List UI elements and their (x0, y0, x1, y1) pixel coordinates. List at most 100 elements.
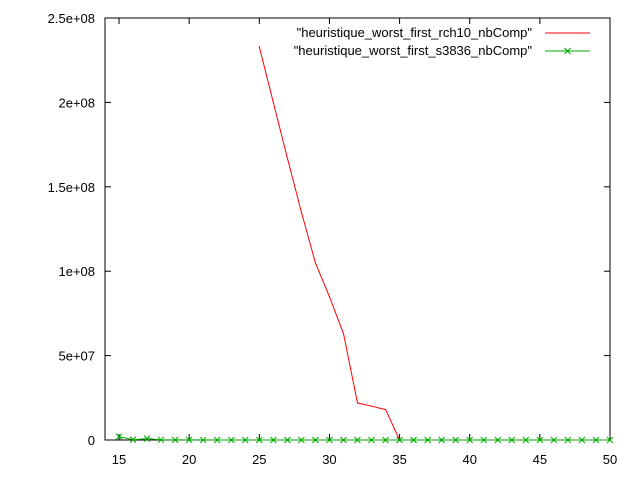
x-tick-label: 50 (603, 452, 617, 467)
point-mark (185, 436, 193, 444)
point-mark (326, 436, 333, 444)
series-line-2 (118, 436, 610, 441)
point-mark (241, 436, 249, 444)
data-point (480, 436, 488, 444)
point-mark (171, 436, 179, 444)
data-point (356, 402, 359, 404)
point-mark (269, 436, 277, 444)
data-point (368, 436, 375, 444)
point-mark (284, 436, 291, 444)
x-tick-label: 40 (462, 452, 476, 467)
data-point (300, 211, 302, 213)
data-point (340, 436, 347, 444)
point-mark (298, 436, 305, 444)
data-point (550, 436, 558, 444)
point-mark (157, 436, 165, 444)
point-mark (382, 436, 389, 444)
point-mark (410, 436, 417, 444)
data-point (410, 436, 417, 444)
point-mark (213, 436, 221, 444)
point-mark (536, 436, 544, 444)
point-mark (424, 436, 431, 444)
data-point (592, 436, 600, 444)
axis-ticks: 0 5e+07 1e+08 1.5e+08 2e+08 2.5e+08 15 20 25 30 35… (48, 11, 618, 467)
data-point (241, 436, 249, 444)
point-mark (354, 436, 361, 444)
point-mark (227, 436, 235, 444)
legend-marker (564, 47, 571, 55)
data-point (284, 436, 291, 444)
point-mark (396, 436, 403, 444)
x-tick-label: 45 (533, 452, 547, 467)
data-point (494, 436, 502, 444)
x-tick-label: 20 (182, 452, 196, 467)
x-tick-label: 30 (322, 452, 336, 467)
data-point (171, 436, 179, 444)
point-mark (452, 436, 460, 444)
data-point (354, 436, 361, 444)
data-point (312, 436, 319, 444)
legend-label-2: "heuristique_worst_first_s3836_nbComp" (294, 43, 533, 58)
point-mark (564, 436, 572, 444)
data-point (438, 436, 446, 444)
point-mark (143, 435, 151, 443)
point-mark (312, 436, 319, 444)
point-mark (606, 436, 614, 444)
data-point (286, 157, 288, 159)
series-line-1 (258, 46, 610, 441)
data-point (185, 436, 193, 444)
data-point (578, 436, 586, 444)
data-point (213, 436, 221, 444)
data-point (143, 435, 151, 443)
y-tick-label: 2.5e+08 (48, 11, 95, 26)
data-point (342, 333, 345, 335)
y-tick-label: 0 (88, 433, 95, 448)
data-point (606, 436, 614, 444)
point-mark (466, 436, 474, 444)
x-tick-label: 15 (112, 452, 126, 467)
y-tick-label: 1e+08 (58, 264, 95, 279)
data-point (384, 409, 387, 411)
plot-frame (104, 17, 611, 441)
legend: "heuristique_worst_first_rch10_nbComp" "h… (294, 25, 590, 58)
data-point (370, 405, 373, 407)
data-point (298, 436, 305, 444)
point-mark (592, 436, 600, 444)
data-point (255, 436, 263, 444)
data-point (326, 436, 333, 444)
data-point (396, 436, 403, 444)
data-point (536, 436, 544, 444)
point-mark (550, 436, 558, 444)
data-point (466, 436, 474, 444)
y-tick-label: 5e+07 (58, 349, 95, 364)
data-point (227, 436, 235, 444)
y-tick-label: 2e+08 (58, 95, 95, 110)
data-point (424, 436, 431, 444)
data-point (157, 436, 165, 444)
point-mark (494, 436, 502, 444)
point-mark (199, 436, 207, 444)
data-point (314, 262, 317, 264)
point-mark (578, 436, 586, 444)
point-mark (340, 436, 347, 444)
data-point (199, 436, 207, 444)
point-mark (115, 433, 123, 440)
data-point (508, 436, 516, 444)
series-layer (115, 46, 614, 444)
point-mark (438, 436, 446, 444)
legend-label-1: "heuristique_worst_first_rch10_nbComp" (297, 25, 533, 40)
y-tick-label: 1.5e+08 (48, 180, 95, 195)
point-mark (480, 436, 488, 444)
data-point (258, 46, 260, 48)
point-mark (368, 436, 375, 444)
point-mark (508, 436, 516, 444)
data-point (522, 436, 530, 444)
x-tick-label: 35 (392, 452, 406, 467)
point-mark (255, 436, 263, 444)
data-point (115, 433, 123, 440)
point-mark (522, 436, 530, 444)
data-point (269, 436, 277, 444)
data-point (129, 436, 137, 444)
data-point (272, 101, 274, 103)
data-point (328, 295, 331, 298)
